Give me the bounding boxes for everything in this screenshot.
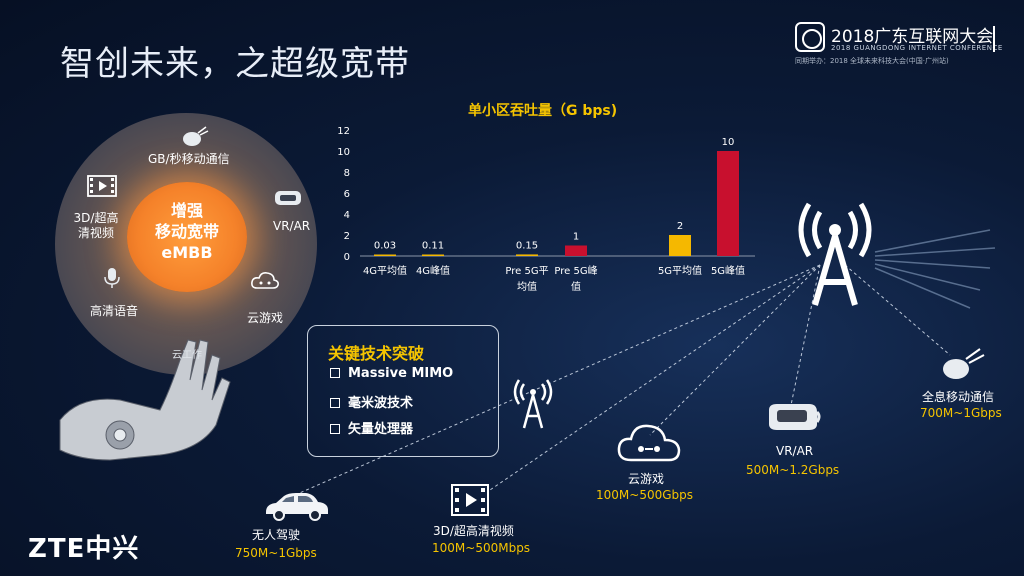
app-hologram-name: 全息移动通信 <box>922 390 995 404</box>
app-vr-ar-name: VR/AR <box>776 444 814 458</box>
key-tech-item: Massive MIMO <box>330 366 453 381</box>
data-label: 1 <box>573 232 579 243</box>
conference-subtitle: 同期举办：2018 全球未来科技大会(中国·广州站) <box>795 57 949 65</box>
cloud-game-icon <box>251 272 279 289</box>
segment-3d-video: 3D/超高清视频 <box>73 211 119 240</box>
segment-cloud-game: 云游戏 <box>247 311 284 325</box>
key-tech-box: 关键技术突破 Massive MIMO 毫米波技术 矢量处理器 <box>307 325 499 457</box>
app-cloud-game-rate: 100M~500Gbps <box>596 488 694 502</box>
y-tick-label: 6 <box>344 189 350 200</box>
y-tick-label: 8 <box>344 168 350 179</box>
bar <box>374 254 396 256</box>
bar <box>669 235 691 256</box>
key-tech-item: 矢量处理器 <box>330 418 413 437</box>
segment-vr-ar: VR/AR <box>273 219 311 233</box>
app-autonomous-driving-rate: 750M~1Gbps <box>235 546 317 560</box>
y-tick-label: 10 <box>337 147 350 158</box>
vr-headset-icon <box>275 191 301 205</box>
x-tick-label: Pre 5G平 <box>505 266 548 277</box>
x-tick-label: 值 <box>571 280 581 293</box>
y-tick-label: 12 <box>337 126 350 137</box>
data-label: 0.11 <box>422 241 444 252</box>
x-tick-label: 5G平均值 <box>658 264 702 277</box>
zte-logo: ZTE中兴 <box>28 534 140 564</box>
key-tech-title: 关键技术突破 <box>328 344 425 363</box>
checkbox-icon <box>330 424 340 434</box>
checkbox-icon <box>330 398 340 408</box>
app-vr-ar-rate: 500M~1.2Gbps <box>746 463 840 477</box>
conference-mark-icon <box>795 22 825 52</box>
embb-line-1: 增强 <box>170 201 203 220</box>
y-tick-label: 4 <box>344 210 350 221</box>
car-icon <box>266 493 328 521</box>
segment-hd-voice: 高清语音 <box>90 304 139 318</box>
cloud-game-icon <box>617 424 681 462</box>
vr-headset-icon <box>769 404 821 430</box>
key-tech-item-label: 毫米波技术 <box>348 396 414 411</box>
bar <box>565 245 587 256</box>
conference-name: 2018广东互联网大会 <box>831 27 994 47</box>
embb-core-label: 增强 移动宽带 eMBB <box>127 200 247 263</box>
data-label: 10 <box>722 137 735 148</box>
chart-title: 单小区吞吐量（G bps) <box>468 103 618 119</box>
app-3d-video-name: 3D/超高清视频 <box>433 524 514 538</box>
microphone-icon <box>104 268 120 288</box>
robot-hand-image <box>59 339 231 461</box>
bar <box>422 254 444 256</box>
x-tick-label: 均值 <box>517 280 537 293</box>
key-tech-item-label: Massive MIMO <box>348 366 454 381</box>
embb-line-2: 移动宽带 <box>154 222 219 241</box>
embb-line-3: eMBB <box>161 243 213 262</box>
x-tick-label: Pre 5G峰 <box>554 265 597 277</box>
conference-english-name: 2018 GUANGDONG INTERNET CONFERENCE <box>831 44 1003 52</box>
data-label: 0.15 <box>516 240 538 251</box>
conference-divider <box>993 26 995 52</box>
page-title: 智创未来，之超级宽带 <box>60 44 410 84</box>
segment-cloud-work: 云工作 <box>172 350 202 361</box>
checkbox-icon <box>330 368 340 378</box>
app-hologram-rate: 700M~1Gbps <box>920 406 1002 420</box>
x-tick-label: 5G峰值 <box>711 264 745 277</box>
segment-gb-mobile: GB/秒移动通信 <box>148 152 230 166</box>
key-tech-item: 毫米波技术 <box>330 392 413 411</box>
y-tick-label: 0 <box>344 252 350 263</box>
data-label: 2 <box>677 221 683 232</box>
app-3d-video-rate: 100M~500Mbps <box>432 541 531 555</box>
video-icon <box>451 484 489 516</box>
hologram-icon <box>943 348 985 379</box>
video-icon <box>87 175 117 197</box>
embb-core <box>127 182 247 292</box>
app-cloud-game-name: 云游戏 <box>628 472 665 486</box>
hologram-icon <box>183 126 209 146</box>
bar <box>717 151 739 256</box>
y-tick-label: 2 <box>344 231 350 242</box>
x-tick-label: 4G平均值 <box>363 264 407 277</box>
bar <box>516 254 538 256</box>
conference-logo: 2018广东互联网大会 2018 GUANGDONG INTERNET CONF… <box>785 20 1015 70</box>
x-tick-label: 4G峰值 <box>416 264 450 277</box>
key-tech-item-label: 矢量处理器 <box>348 422 414 437</box>
small-antenna-icon <box>513 379 553 429</box>
base-station-antenna-icon <box>798 202 872 306</box>
data-label: 0.03 <box>374 241 396 252</box>
app-autonomous-driving-name: 无人驾驶 <box>252 528 301 542</box>
